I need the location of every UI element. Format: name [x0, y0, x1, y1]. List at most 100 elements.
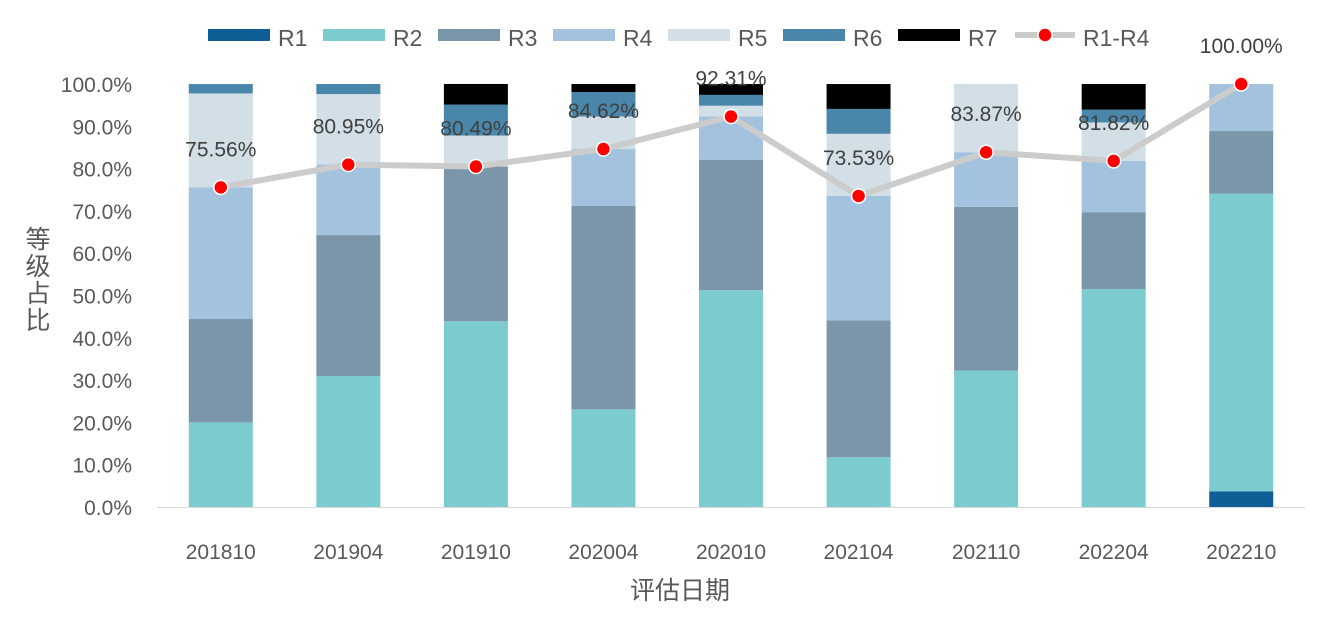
bar-r3-202110 [954, 206, 1019, 371]
x-tick-label: 202004 [568, 541, 638, 564]
legend-label: R6 [853, 25, 882, 51]
y-tick-label: 10.0% [72, 455, 132, 478]
y-tick-label: 80.0% [72, 159, 132, 182]
x-tick-label: 202104 [824, 541, 894, 564]
bar-r2-202010 [699, 290, 763, 507]
data-label: 83.87% [950, 103, 1021, 126]
x-tick-label: 202210 [1206, 541, 1276, 564]
r1-r4-line [213, 76, 1249, 204]
bar-r2-202210 [1209, 193, 1274, 492]
r1-r4-point [595, 141, 612, 157]
y-tick-label: 50.0% [72, 286, 132, 309]
r1-r4-point [1105, 153, 1122, 169]
legend-label: R1 [278, 25, 307, 51]
data-label: 84.62% [568, 100, 639, 123]
y-axis: 0.0% 10.0% 20.0% 30.0% 40.0% 50.0% 60.0% 70.0% 8… [61, 74, 132, 520]
x-tick-label: 202204 [1079, 541, 1149, 564]
data-label: 81.82% [1078, 112, 1149, 135]
bar-r4-202210 [1209, 84, 1274, 132]
data-label: 80.95% [313, 116, 384, 139]
x-axis: 201810 201904 201910 202004 202010 202104 2021… [186, 541, 1277, 564]
bar-r6-201910 [443, 104, 508, 136]
r1-r4-point [850, 188, 867, 204]
data-label: 75.56% [185, 138, 256, 161]
bar-r7-202104 [826, 84, 891, 109]
y-tick-label: 70.0% [72, 201, 132, 224]
bar-r5-201810 [188, 93, 253, 188]
bar-r3-201810 [188, 319, 253, 423]
bar-r4-202204 [1081, 160, 1146, 213]
legend-swatch-r3 [438, 29, 500, 41]
legend-label: R7 [968, 25, 997, 51]
r1-r4-point [723, 108, 739, 125]
data-labels: 75.56% 80.95% 80.49% 84.62% 92.31% 73.53% 83.8… [185, 35, 1283, 170]
bar-r3-202104 [826, 320, 891, 458]
r1-r4-point [468, 158, 484, 175]
bar-r7-202204 [1081, 84, 1146, 110]
bar-r3-202010 [699, 159, 763, 291]
data-label: 80.49% [440, 118, 511, 141]
legend: R1 R2 R3 R4 R5 R6 R7 R1-R4 [208, 25, 1150, 51]
bars [188, 83, 1274, 507]
bar-r2-202204 [1081, 289, 1146, 507]
bar-r3-202204 [1081, 212, 1146, 290]
r1-r4-point [213, 179, 229, 196]
y-axis-title: 等级占比 [22, 226, 51, 334]
y-tick-label: 40.0% [72, 328, 132, 351]
bar-r2-202110 [954, 370, 1019, 507]
y-tick-label: 30.0% [72, 370, 132, 393]
bar-r4-202004 [571, 149, 636, 206]
x-tick-label: 202010 [696, 541, 766, 564]
legend-swatch-r1 [208, 29, 270, 41]
legend-swatch-r5 [668, 29, 730, 41]
x-tick-label: 202110 [952, 541, 1021, 564]
bar-r6-202010 [699, 94, 763, 106]
y-tick-label: 20.0% [72, 412, 132, 435]
bar-r7-202004 [571, 84, 636, 93]
bar-r5-201904 [316, 94, 381, 165]
legend-label: R3 [508, 25, 537, 51]
bar-r5-202110 [954, 84, 1019, 153]
data-label: 100.00% [1200, 35, 1283, 58]
bar-r2-201810 [188, 422, 253, 507]
legend-label: R2 [393, 25, 422, 51]
x-tick-label: 201910 [441, 541, 511, 564]
legend-marker-r1-r4 [1037, 27, 1053, 43]
data-label: 92.31% [695, 68, 766, 91]
bar-r2-202104 [826, 457, 891, 507]
bar-r6-202204 [1081, 109, 1146, 123]
legend-label: R5 [738, 25, 767, 51]
bar-r7-201910 [443, 83, 508, 105]
bar-r2-201904 [316, 376, 381, 507]
bar-r4-202104 [826, 196, 891, 321]
bar-r4-201904 [316, 164, 381, 236]
legend-swatch-r6 [783, 29, 845, 41]
y-tick-label: 60.0% [72, 243, 132, 266]
bar-r6-201904 [316, 84, 381, 95]
bar-r6-202004 [571, 92, 636, 117]
bar-r1-202210 [1209, 491, 1274, 507]
bar-r7-202010 [699, 84, 763, 95]
bar-r3-202004 [571, 205, 636, 410]
bar-r3-201910 [443, 166, 508, 322]
x-axis-title: 评估日期 [630, 577, 730, 605]
bar-r2-202004 [571, 409, 636, 507]
y-tick-label: 0.0% [84, 497, 132, 520]
data-label: 73.53% [823, 147, 894, 170]
y-tick-label: 90.0% [72, 116, 132, 139]
r1-r4-point [978, 144, 994, 160]
bar-r4-201810 [188, 187, 253, 320]
r1-r4-point [1233, 76, 1249, 92]
legend-swatch-r7 [898, 29, 960, 41]
y-tick-label: 100.0% [61, 74, 132, 97]
bar-r3-201904 [316, 235, 381, 377]
bar-r2-201910 [443, 321, 508, 507]
bar-r3-202210 [1209, 131, 1274, 194]
legend-swatch-r2 [323, 29, 385, 41]
legend-label: R4 [623, 25, 653, 51]
legend-label: R1-R4 [1083, 25, 1150, 51]
x-tick-label: 201904 [313, 541, 383, 564]
legend-swatch-r4 [553, 29, 615, 41]
r1-r4-point [340, 156, 357, 173]
